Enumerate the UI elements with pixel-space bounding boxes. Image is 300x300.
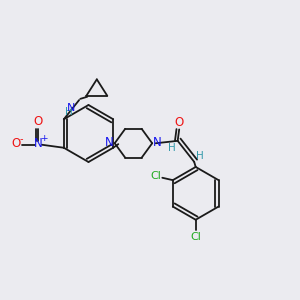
- Text: H: H: [196, 152, 203, 161]
- Text: N: N: [153, 136, 162, 149]
- Text: +: +: [40, 134, 47, 142]
- Text: O: O: [12, 137, 21, 150]
- Text: O: O: [34, 115, 43, 128]
- Text: N: N: [67, 103, 76, 113]
- Text: Cl: Cl: [150, 171, 161, 181]
- Text: N: N: [34, 137, 43, 150]
- Text: N: N: [105, 136, 114, 149]
- Text: Cl: Cl: [190, 232, 201, 242]
- Text: O: O: [175, 116, 184, 129]
- Text: -: -: [20, 134, 23, 144]
- Text: H: H: [65, 107, 73, 117]
- Text: H: H: [168, 143, 176, 153]
